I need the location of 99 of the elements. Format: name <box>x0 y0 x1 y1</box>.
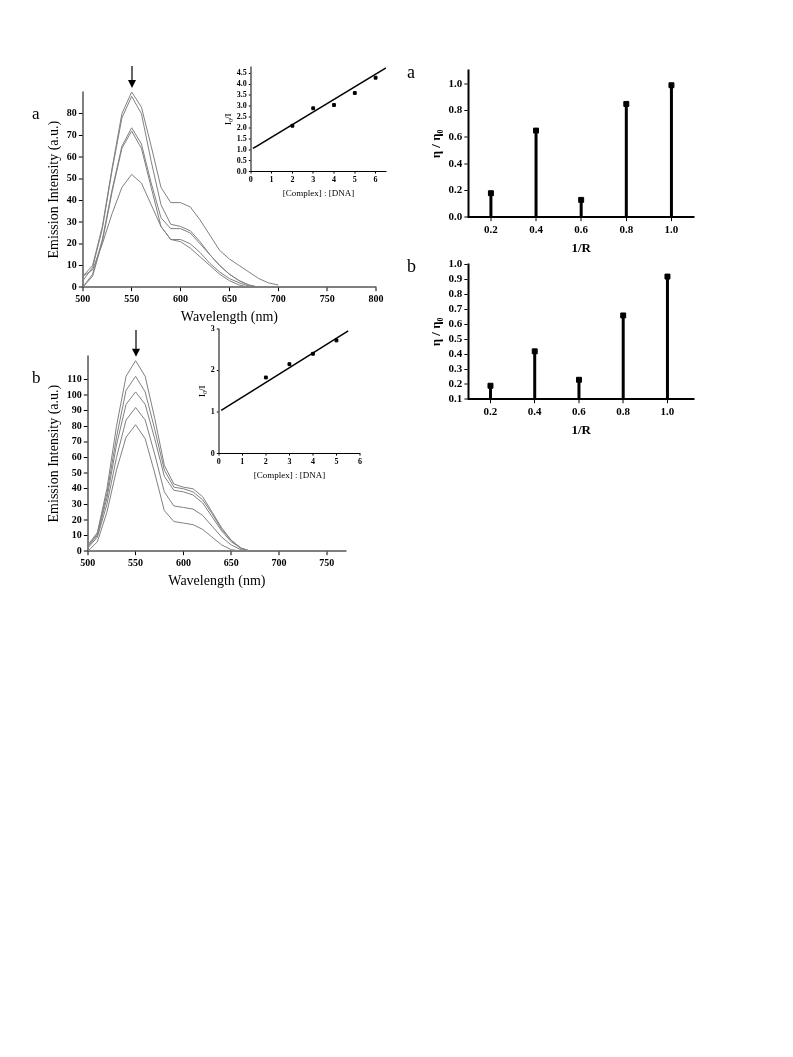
y-tick-label: 1.0 <box>448 257 463 270</box>
x-tick-label: 700 <box>270 292 286 304</box>
y-tick-label: 80 <box>66 107 77 119</box>
x-tick-label: 0.6 <box>572 404 587 417</box>
x-tick-label: 0.2 <box>483 404 498 417</box>
y-tick-label: 30 <box>66 215 77 227</box>
y-tick-label: 0.8 <box>448 103 463 116</box>
y-tick-label: 0.5 <box>236 155 247 165</box>
y-tick-label: 0.6 <box>448 317 463 330</box>
x-axis-title: Wavelength (nm) <box>180 309 279 326</box>
y-tick-label: 4.5 <box>236 68 247 78</box>
text: b <box>407 255 416 276</box>
y-tick-label: 80 <box>71 419 82 431</box>
text: b <box>32 367 41 387</box>
x-axis-title: 1/R <box>571 421 592 437</box>
y-tick-label: 0.9 <box>448 272 463 285</box>
y-tick-label: 60 <box>66 150 77 162</box>
x-tick-label: 2 <box>263 457 268 467</box>
text: a <box>32 103 40 123</box>
x-tick-label: 4 <box>310 457 315 467</box>
y-tick-label: 0.1 <box>448 392 463 405</box>
x-tick-label: 5 <box>352 175 357 185</box>
y-axis-title: Emission Intensity (a.u.) <box>46 384 63 523</box>
y-tick-label: 0.0 <box>448 210 463 223</box>
x-axis-title: [Complex] : [DNA] <box>253 469 326 480</box>
y-tick-label: 4.0 <box>236 79 247 89</box>
y-tick-label: 70 <box>66 128 77 140</box>
x-axis-title: [Complex] : [DNA] <box>282 187 355 198</box>
x-tick-label: 6 <box>373 175 378 185</box>
x-tick-label: 550 <box>128 556 144 568</box>
x-tick-label: 0.4 <box>529 222 544 235</box>
y-tick-label: 110 <box>67 373 82 384</box>
y-tick-label: 70 <box>71 435 82 447</box>
y-tick-label: 90 <box>71 404 82 416</box>
x-tick-label: 1 <box>269 175 274 185</box>
x-tick-label: 3 <box>311 175 316 185</box>
x-tick-label: 0.4 <box>527 404 543 417</box>
x-tick-label: 550 <box>124 292 140 304</box>
y-tick-label: 10 <box>71 529 82 541</box>
y-tick-label: 60 <box>71 451 82 463</box>
x-tick-label: 0.8 <box>616 404 631 417</box>
y-tick-label: 0.0 <box>236 166 247 176</box>
x-tick-label: 700 <box>271 556 287 568</box>
x-axis-title: 1/R <box>571 239 592 255</box>
y-tick-label: 3.5 <box>236 90 247 100</box>
y-axis-title: η / η₀ <box>428 129 444 159</box>
x-tick-label: 5 <box>334 457 339 467</box>
y-tick-label: 20 <box>66 237 77 249</box>
y-tick-label: 2.0 <box>236 123 247 132</box>
y-tick-label: 40 <box>66 194 77 206</box>
y-tick-label: 0 <box>76 544 82 556</box>
y-tick-label: 3.0 <box>236 101 247 111</box>
x-tick-label: 750 <box>319 292 335 304</box>
y-tick-label: 20 <box>71 513 82 525</box>
y-tick-label: 1.5 <box>236 133 247 143</box>
y-tick-label: 0.4 <box>448 347 463 360</box>
y-axis-title: Emission Intensity (a.u.) <box>46 120 63 259</box>
x-tick-label: 600 <box>173 292 189 304</box>
x-tick-label: 2 <box>290 175 295 185</box>
y-tick-label: 0.6 <box>448 130 463 143</box>
y-tick-label: 50 <box>66 172 77 184</box>
x-tick-label: 4 <box>332 175 336 185</box>
x-tick-label: 750 <box>319 556 335 568</box>
x-tick-label: 1.0 <box>664 222 679 235</box>
x-tick-label: 650 <box>223 556 239 568</box>
x-tick-label: 500 <box>80 556 96 568</box>
y-tick-label: 30 <box>71 497 82 509</box>
y-tick-label: 1.0 <box>236 144 247 154</box>
y-tick-label: 0.5 <box>448 332 463 345</box>
y-tick-label: 0 <box>71 280 77 292</box>
x-tick-label: 1.0 <box>660 404 675 417</box>
y-tick-label: 0.3 <box>448 362 463 375</box>
y-axis-title: I₀/I <box>222 113 233 126</box>
x-tick-label: 600 <box>175 556 191 568</box>
y-tick-label: 2 <box>210 365 215 375</box>
x-tick-label: 3 <box>287 457 292 467</box>
x-axis-title: Wavelength (nm) <box>168 573 266 590</box>
x-tick-label: 0.2 <box>484 222 499 235</box>
x-tick-label: 6 <box>358 457 362 467</box>
y-tick-label: 100 <box>66 388 82 400</box>
y-axis-title: η / η₀ <box>428 317 444 347</box>
x-tick-label: 0.6 <box>574 222 589 235</box>
y-tick-label: 3 <box>210 323 215 333</box>
x-tick-label: 0.8 <box>619 222 634 235</box>
x-tick-label: 650 <box>221 292 237 304</box>
y-tick-label: 0.2 <box>448 377 463 390</box>
y-tick-label: 0 <box>210 448 215 458</box>
y-tick-label: 0.7 <box>448 302 463 315</box>
y-tick-label: 40 <box>71 482 82 494</box>
y-tick-label: 50 <box>71 466 82 478</box>
x-tick-label: 800 <box>368 292 384 304</box>
y-tick-label: 1.0 <box>448 76 463 89</box>
text: a <box>407 61 415 82</box>
y-tick-label: 2.5 <box>236 112 247 122</box>
y-tick-label: 0.2 <box>448 183 463 196</box>
y-tick-label: 10 <box>66 259 77 271</box>
y-axis-title: I₀/I <box>196 385 207 398</box>
y-tick-label: 0.4 <box>448 156 463 169</box>
x-tick-label: 500 <box>75 292 91 304</box>
